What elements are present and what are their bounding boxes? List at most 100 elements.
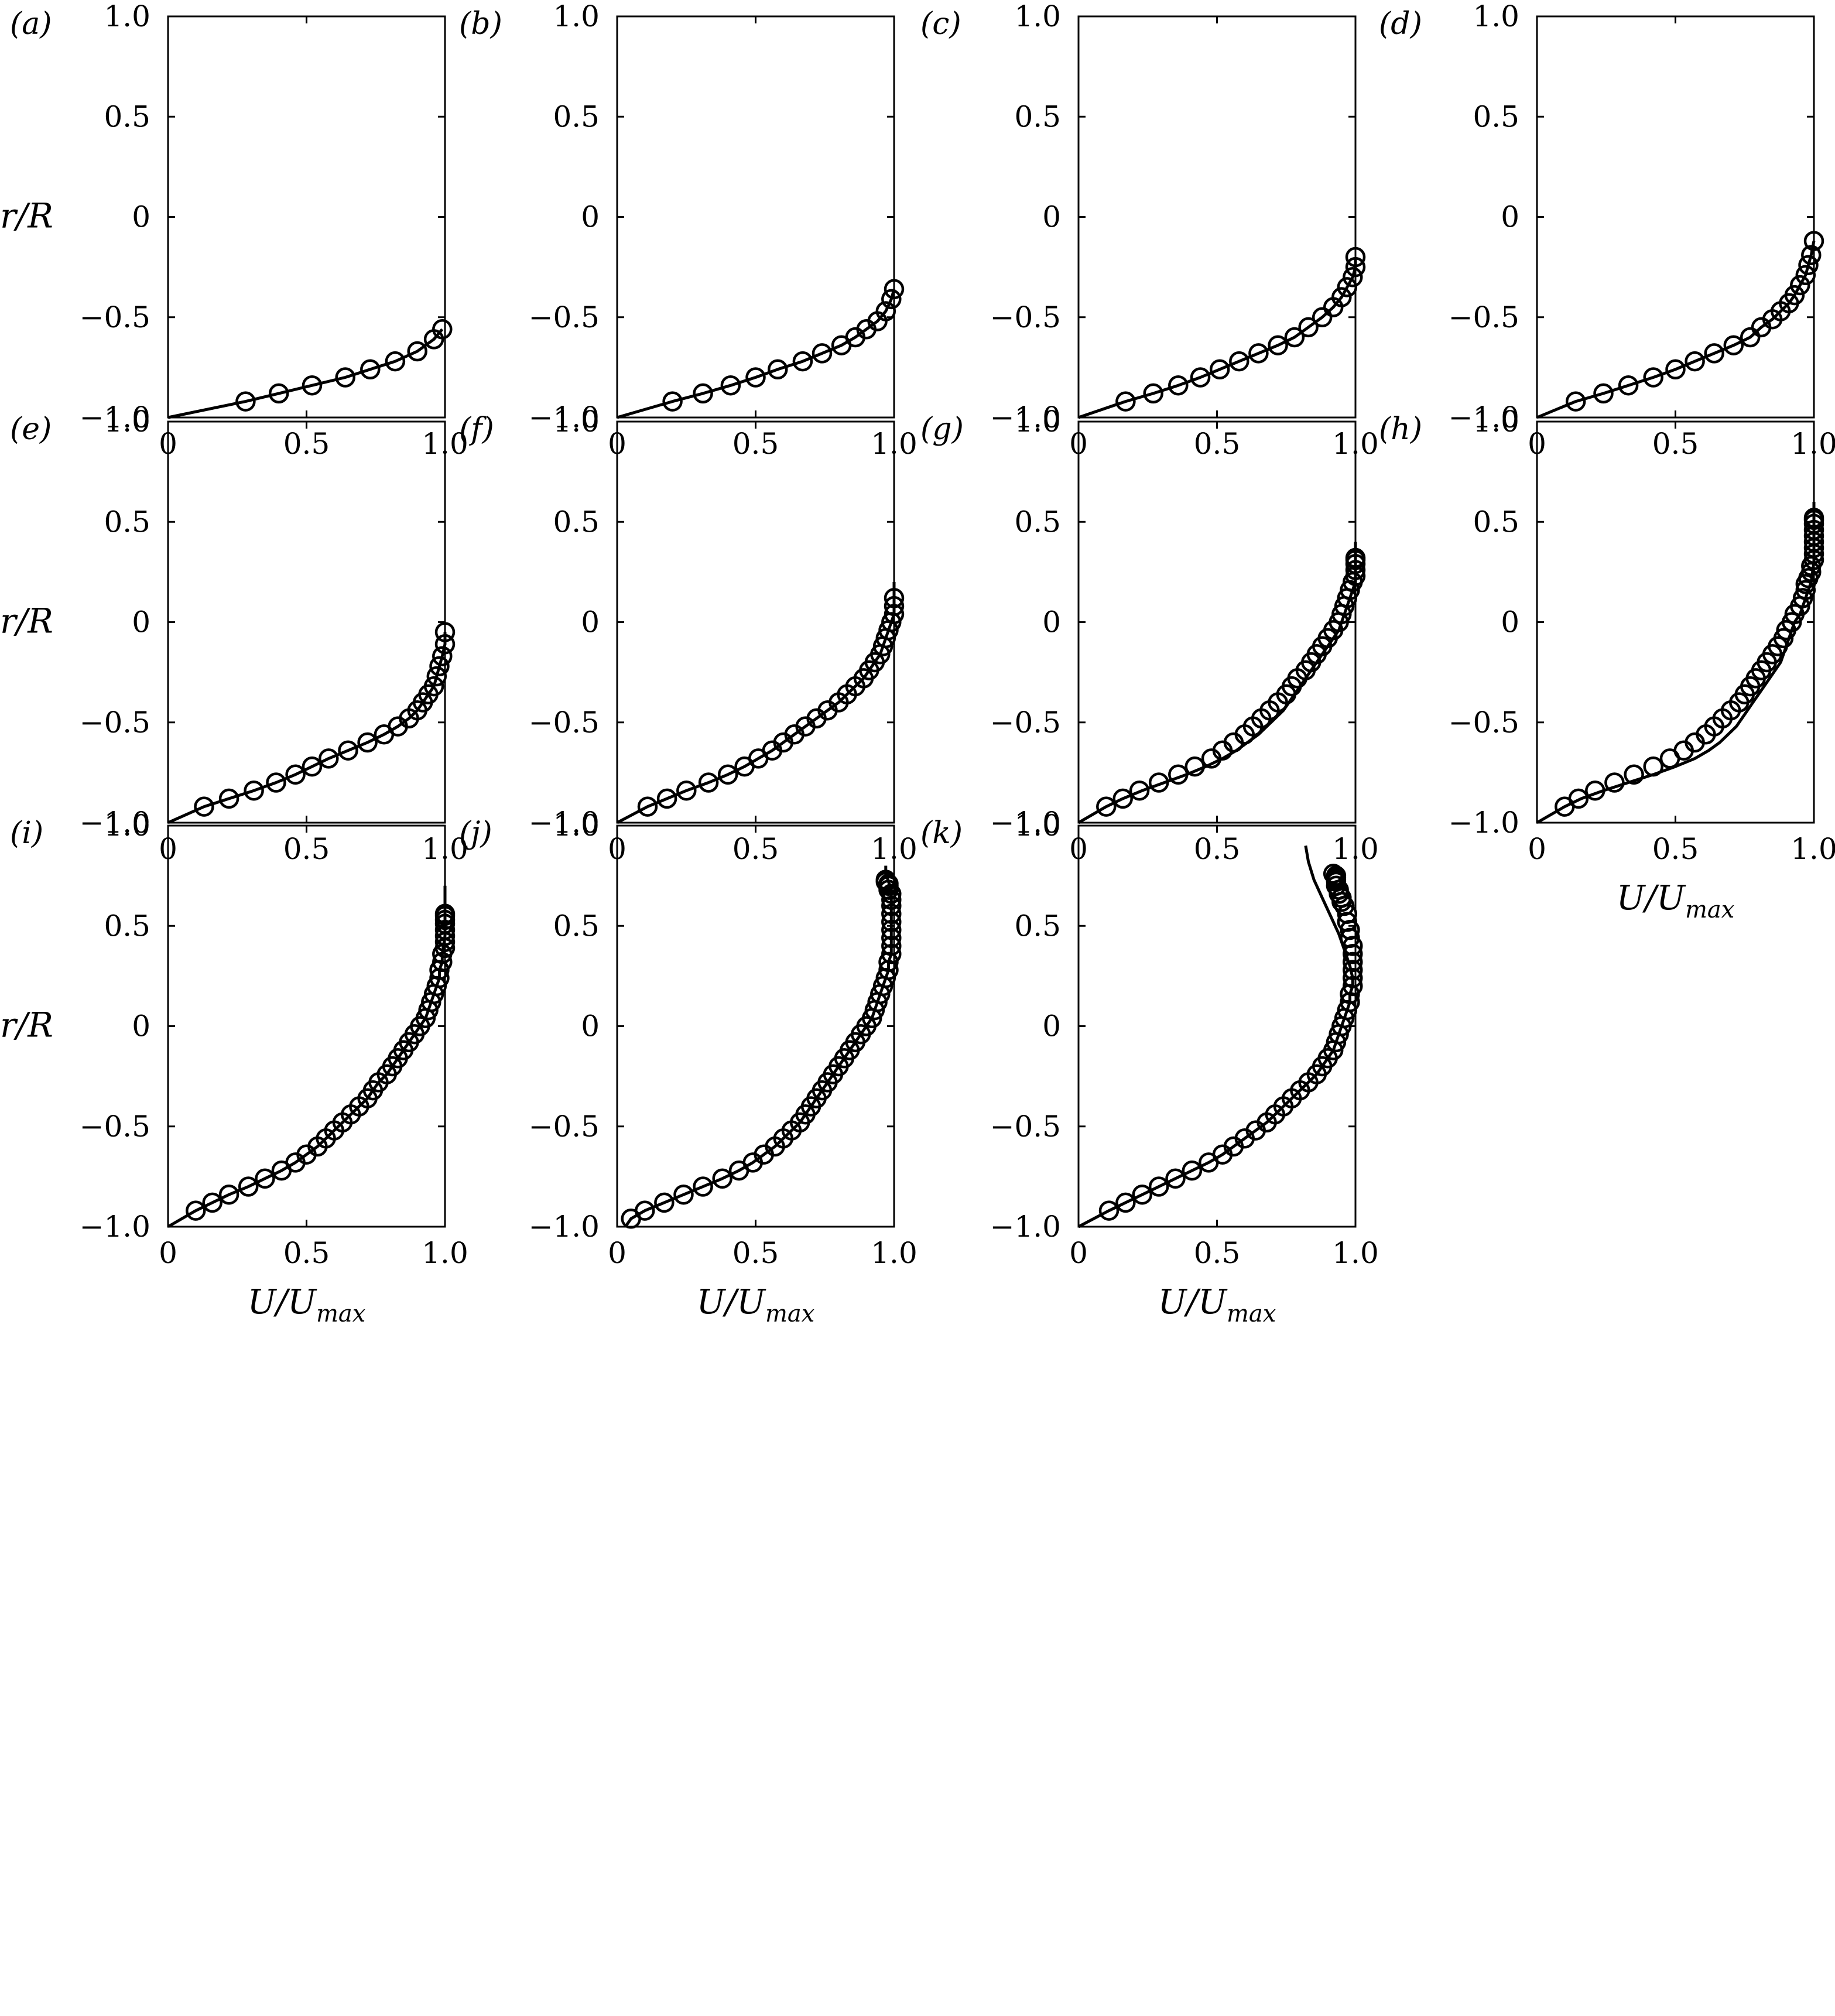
- axes-frame: [167, 420, 446, 824]
- data-point: [1801, 245, 1822, 265]
- y-tick-label: −0.5: [990, 300, 1061, 334]
- data-point: [1345, 256, 1366, 278]
- y-tick-label: 0: [1042, 605, 1061, 639]
- data-point: [1795, 265, 1816, 286]
- data-point: [1784, 285, 1805, 306]
- y-tick-label: −0.5: [1449, 706, 1519, 740]
- data-point: [1585, 780, 1605, 801]
- series-line: [167, 632, 447, 824]
- y-tick-label: 0: [1042, 200, 1061, 234]
- data-point: [1096, 796, 1117, 817]
- data-point: [881, 943, 902, 964]
- data-point: [1343, 968, 1363, 988]
- panel-g: −1.0−0.500.51.00 0.5 1.0(g): [920, 405, 1379, 866]
- data-point: [881, 919, 902, 940]
- x-tick-label: 1.0: [1791, 427, 1835, 461]
- series-line: [1077, 542, 1357, 824]
- x-tick-label: 0: [159, 1236, 177, 1270]
- x-tick-label: 0: [1069, 1236, 1088, 1270]
- y-tick-label: −0.5: [1449, 300, 1519, 334]
- y-tick-label: 1.0: [1014, 405, 1061, 439]
- data-point: [266, 772, 286, 793]
- y-axis-label: r/R: [0, 601, 53, 641]
- panel-label: (c): [920, 6, 961, 42]
- panel-k: −1.0 −0.5 0 0.5 1.0 0 0.5 1.0 (k) U/Umax: [920, 809, 1379, 1327]
- panel-c: −1.0−0.500.51.00 0.5 1.0(c): [920, 0, 1379, 461]
- series-line: [167, 885, 447, 1228]
- data-point: [1704, 343, 1724, 364]
- y-tick-label: −0.5: [80, 300, 150, 334]
- data-point: [881, 912, 902, 932]
- data-point: [1284, 327, 1305, 348]
- x-tick-label: 0.5: [1652, 427, 1699, 461]
- panel-b: −1.0−0.500.51.00 0.5 1.0(b): [459, 0, 918, 461]
- data-point: [1565, 391, 1586, 412]
- y-tick-label: 1.0: [1473, 405, 1519, 439]
- axes-frame: [167, 824, 446, 1228]
- data-point: [884, 588, 905, 608]
- y-tick-label: −1.0: [1449, 401, 1519, 434]
- data-point: [720, 375, 741, 396]
- data-point: [1184, 756, 1205, 777]
- y-tick-label: −1.0: [80, 806, 150, 840]
- data-point: [235, 391, 256, 412]
- data-point: [1209, 359, 1230, 380]
- y-tick-label: −0.5: [80, 1110, 150, 1144]
- axes-frame: [1536, 420, 1815, 824]
- x-tick-label: 0.5: [283, 832, 330, 866]
- data-point: [698, 772, 719, 793]
- data-point: [712, 1168, 732, 1189]
- y-axis-label: r/R: [0, 1005, 53, 1045]
- axes-frame: [616, 15, 895, 419]
- data-point: [1182, 1160, 1203, 1181]
- data-point: [1624, 764, 1644, 785]
- panel-label: (a): [10, 6, 52, 42]
- y-tick-label: 0.5: [553, 100, 600, 134]
- x-tick-label: 0.5: [732, 1236, 779, 1270]
- data-point: [1795, 580, 1816, 600]
- axes-frame: [616, 420, 895, 824]
- data-point: [1643, 756, 1663, 777]
- data-point: [202, 1192, 222, 1213]
- data-point: [1343, 951, 1363, 973]
- y-tick-label: 0: [581, 605, 600, 639]
- data-point: [218, 1184, 239, 1205]
- data-point: [1168, 764, 1189, 785]
- y-tick-label: 0.5: [104, 505, 150, 539]
- x-tick-label: 1.0: [1332, 1236, 1379, 1270]
- data-point: [194, 796, 214, 817]
- data-point: [1098, 1200, 1120, 1221]
- axes-frame: [1077, 15, 1357, 419]
- y-tick-label: −1.0: [990, 401, 1061, 434]
- data-point: [186, 1200, 206, 1221]
- data-point: [635, 1200, 655, 1221]
- axes-frame: [616, 824, 895, 1228]
- x-axis-label: U/Umax: [697, 1282, 815, 1327]
- data-point: [693, 383, 713, 404]
- panel-label: (i): [10, 816, 43, 851]
- x-tick-label: 0.5: [1194, 1236, 1241, 1270]
- panel-f: −1.0−0.500.51.00 0.5 1.0(f): [459, 405, 918, 866]
- data-point: [1165, 1168, 1186, 1189]
- data-point: [319, 748, 339, 769]
- x-tick-label: 1.0: [422, 1236, 468, 1270]
- y-tick-label: 0: [1042, 1009, 1061, 1043]
- data-point: [1337, 277, 1358, 297]
- x-tick-label: 0.5: [732, 427, 779, 461]
- x-tick-label: 1.0: [871, 1236, 918, 1270]
- y-tick-label: −1.0: [990, 1210, 1061, 1244]
- data-point: [432, 319, 453, 340]
- data-point: [1345, 547, 1366, 569]
- y-tick-label: 0.5: [553, 505, 600, 539]
- y-tick-label: −1.0: [80, 1210, 150, 1244]
- data-point: [1740, 327, 1761, 348]
- series-line: [1536, 502, 1816, 824]
- y-tick-label: 0.5: [104, 100, 150, 134]
- data-point: [745, 367, 766, 388]
- y-tick-label: 0: [1501, 200, 1519, 234]
- data-point: [407, 341, 427, 362]
- data-point: [1803, 519, 1824, 540]
- data-point: [1343, 976, 1363, 997]
- y-tick-label: 1.0: [104, 809, 150, 843]
